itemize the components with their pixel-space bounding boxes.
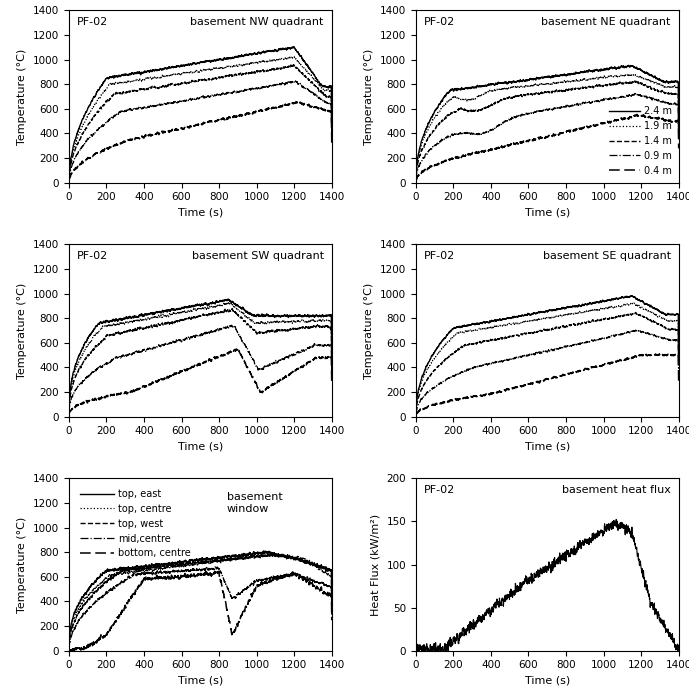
- X-axis label: Time (s): Time (s): [178, 208, 223, 218]
- Y-axis label: Temperature (°C): Temperature (°C): [364, 283, 374, 378]
- Text: PF-02: PF-02: [424, 251, 455, 261]
- Text: basement NW quadrant: basement NW quadrant: [190, 17, 324, 27]
- X-axis label: Time (s): Time (s): [524, 442, 570, 452]
- Text: basement
window: basement window: [227, 492, 282, 514]
- Legend: top, east, top, centre, top, west, mid,centre, bottom, centre: top, east, top, centre, top, west, mid,c…: [76, 485, 195, 563]
- X-axis label: Time (s): Time (s): [524, 676, 570, 686]
- Text: basement NE quadrant: basement NE quadrant: [542, 17, 671, 27]
- Y-axis label: Temperature (°C): Temperature (°C): [364, 48, 374, 144]
- Legend: 2.4 m, 1.9 m, 1.4 m, 0.9 m, 0.4 m: 2.4 m, 1.9 m, 1.4 m, 0.9 m, 0.4 m: [605, 103, 676, 179]
- Y-axis label: Temperature (°C): Temperature (°C): [17, 48, 28, 144]
- X-axis label: Time (s): Time (s): [178, 676, 223, 686]
- X-axis label: Time (s): Time (s): [178, 442, 223, 452]
- Y-axis label: Temperature (°C): Temperature (°C): [17, 283, 28, 378]
- Text: basement SE quadrant: basement SE quadrant: [543, 251, 671, 261]
- X-axis label: Time (s): Time (s): [524, 208, 570, 218]
- Y-axis label: Heat Flux (kW/m²): Heat Flux (kW/m²): [371, 514, 381, 616]
- Text: PF-02: PF-02: [76, 17, 108, 27]
- Y-axis label: Temperature (°C): Temperature (°C): [17, 517, 28, 613]
- Text: PF-02: PF-02: [424, 485, 455, 496]
- Text: basement SW quadrant: basement SW quadrant: [192, 251, 324, 261]
- Text: basement heat flux: basement heat flux: [562, 485, 671, 496]
- Text: PF-02: PF-02: [76, 251, 108, 261]
- Text: PF-02: PF-02: [424, 17, 455, 27]
